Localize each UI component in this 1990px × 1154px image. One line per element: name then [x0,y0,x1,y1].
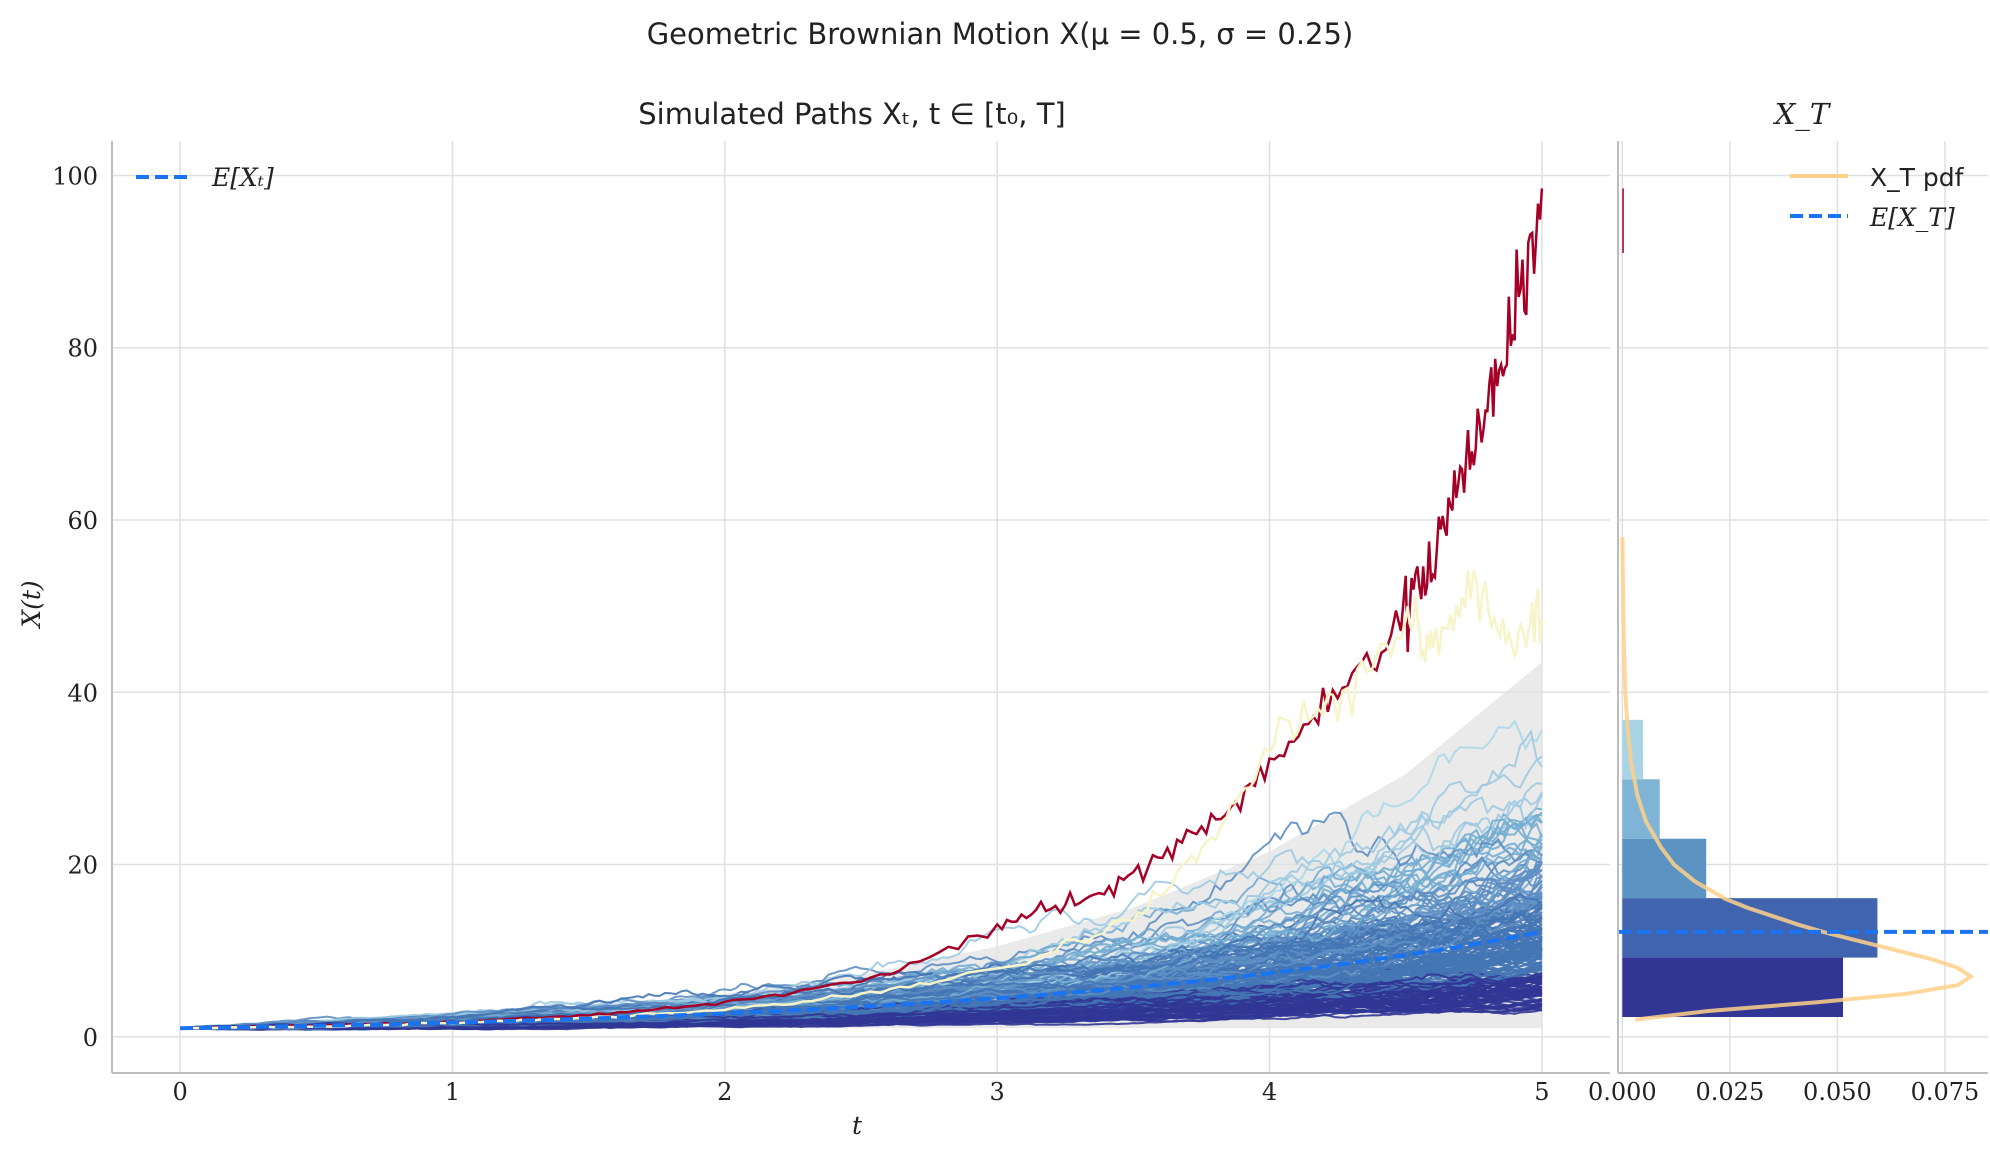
max-path [180,188,1544,1030]
x-tick-label: 4 [1262,1078,1277,1106]
histogram-panel-title: X_T [1773,97,1832,132]
x-tick-label: 0 [172,1078,187,1106]
histogram-bar [1622,188,1624,253]
simulated-path [180,1005,1543,1031]
histogram-axes [1617,141,1988,1074]
simulated-paths [179,719,1543,1031]
histogram-bar [1622,838,1707,899]
legend-mean-label: E[X_T] [1869,203,1955,232]
histogram-bars [1622,188,1878,1018]
pdf-line [1620,537,1975,1022]
x-tick-label: 5 [1534,1078,1549,1106]
y-axis-label: X(t) [17,580,46,629]
simulated-path [180,892,1543,1031]
x-tick-label: 0.000 [1588,1078,1657,1106]
histogram-ticks: 0.000 0.025 0.050 0.075 [1588,1078,1979,1106]
highlight-paths [180,188,1544,1030]
pdf-curve [1620,537,1975,1022]
x-tick-label: 2 [717,1078,732,1106]
x-tick-label: 0.075 [1911,1078,1980,1106]
y-tick-label: 20 [67,852,98,880]
x-tick-label: 0.050 [1803,1078,1872,1106]
paths-ticks: 0 1 2 3 4 5 0 20 40 60 80 100 [52,162,1549,1106]
second-max-path [180,569,1544,1030]
paths-grid [112,141,1610,1073]
y-tick-label: 0 [83,1024,98,1052]
paths-legend: E[Xₜ] [136,163,274,192]
x-tick-label: 0.025 [1696,1078,1765,1106]
paths-axes [111,141,1610,1074]
simulated-path [180,942,1543,1030]
paths-panel: Simulated Paths Xₜ, t ∈ [t₀, T] 0 1 2 3 4 5 0 2… [17,97,1610,1140]
histogram-legend: X_T pdf E[X_T] [1790,163,1965,232]
y-tick-label: 100 [52,162,98,190]
figure-title: Geometric Brownian Motion X(μ = 0.5, σ =… [647,17,1354,51]
x-axis-label: t [852,1111,863,1140]
simulated-path [180,910,1543,1030]
legend-expectation-label: E[Xₜ] [211,163,274,192]
y-tick-label: 60 [67,507,98,535]
terminal-distribution-panel: X_T 0.000 0.025 0.050 0.075 X_T pdf E[X_T] [1588,97,1988,1106]
simulated-path [180,885,1543,1030]
x-tick-label: 1 [445,1078,460,1106]
y-tick-label: 80 [67,335,98,363]
x-tick-label: 3 [990,1078,1005,1106]
y-tick-label: 40 [67,679,98,707]
paths-panel-title: Simulated Paths Xₜ, t ∈ [t₀, T] [638,97,1066,131]
legend-pdf-label: X_T pdf [1870,163,1965,192]
